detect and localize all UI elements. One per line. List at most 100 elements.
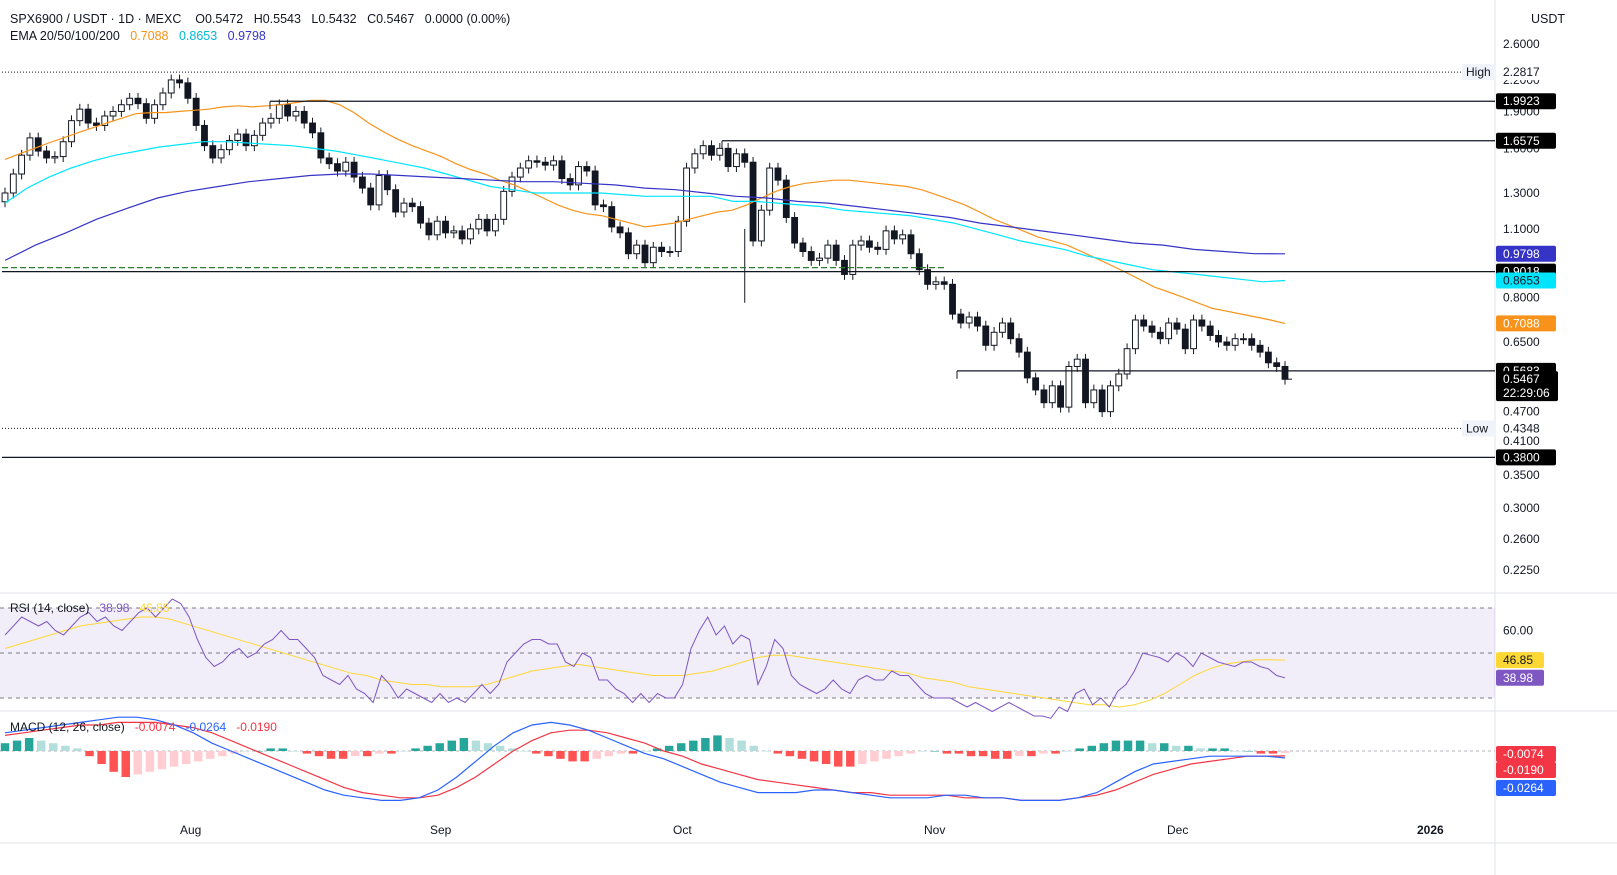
candle-body <box>226 139 233 151</box>
macd-hist-bar <box>894 751 903 757</box>
candle-body <box>816 257 823 261</box>
candle-body <box>957 313 965 324</box>
candle-body <box>325 157 333 165</box>
rsi-badge <box>1496 652 1544 669</box>
low-value: L0.5432 <box>311 12 357 26</box>
candle-body <box>1073 358 1081 367</box>
candle-body <box>525 160 533 169</box>
candle-body <box>76 108 84 122</box>
ema-legend[interactable]: EMA 20/50/100/200 0.7088 0.8653 0.9798 <box>10 29 266 43</box>
candle-body <box>1 192 9 203</box>
currency-label[interactable]: USDT <box>1530 12 1565 26</box>
candle-body <box>117 104 125 112</box>
macd-legend[interactable]: MACD (12, 26, close) -0.0074 -0.0264 -0.… <box>10 720 277 734</box>
candle-body <box>1190 319 1197 350</box>
candle-body <box>608 206 616 228</box>
macd-hist-bar <box>1244 751 1253 752</box>
level-note-label: Low <box>1466 421 1488 435</box>
macd-hist-bar <box>954 751 964 754</box>
macd-label: MACD (12, 26, close) <box>10 720 125 734</box>
x-tick-label: 2026 <box>1417 823 1444 837</box>
macd-badge-label: -0.0264 <box>1503 781 1544 795</box>
candle-body <box>915 253 923 271</box>
candle-body <box>807 251 815 261</box>
macd-hist-bar <box>61 745 70 751</box>
candle-body <box>666 251 674 254</box>
candle-body <box>442 220 449 234</box>
macd-hist-bar <box>568 751 577 762</box>
macd-hist-bar <box>930 751 940 752</box>
candle-body <box>267 117 275 124</box>
candle-body <box>358 176 366 189</box>
candle-body <box>483 218 491 232</box>
candle-body <box>733 153 740 168</box>
candle-body <box>217 149 225 159</box>
candle-body <box>192 97 200 126</box>
candle-body <box>566 178 574 186</box>
rsi-badge-label: 38.98 <box>1503 671 1533 685</box>
macd-hist-bar <box>809 751 819 762</box>
candle-body <box>1098 389 1106 413</box>
macd-hist-bar <box>1015 751 1024 757</box>
rsi-tick-label: 60.00 <box>1503 624 1533 638</box>
candle-body <box>633 244 641 255</box>
macd-hist-bar <box>290 751 300 752</box>
candle-body <box>1082 358 1089 404</box>
macd-hist-bar <box>1027 751 1036 757</box>
macd-hist-bar <box>882 751 891 759</box>
macd-hist-bar <box>181 751 191 764</box>
ema-badge <box>1496 315 1556 332</box>
rsi-line <box>4 598 1286 719</box>
macd-hist-bar <box>206 751 215 759</box>
candle-body <box>300 110 308 124</box>
ema50-value: 0.8653 <box>178 29 218 43</box>
candle-body <box>1140 319 1148 327</box>
y-tick-label: 0.3000 <box>1503 501 1540 515</box>
candle-body <box>1156 331 1164 340</box>
macd-hist-bar <box>1003 751 1012 759</box>
macd-hist-bar <box>254 751 263 752</box>
macd-hist-bar <box>145 751 155 772</box>
macd-hist-bar <box>1111 740 1121 751</box>
candle-body <box>1173 322 1181 330</box>
candle-body <box>1023 351 1031 379</box>
macd-hist-bar <box>761 751 770 752</box>
candle-body <box>1273 362 1281 367</box>
candle-body <box>234 133 242 141</box>
ema-badge <box>1496 272 1556 289</box>
y-tick-label: 0.2250 <box>1503 563 1540 577</box>
candle-body <box>1240 338 1247 341</box>
candle-body <box>26 137 34 156</box>
ema100-value: 0.9798 <box>227 29 266 43</box>
macd-hist-bar <box>785 751 795 757</box>
macd-hist-bar <box>1123 740 1133 751</box>
macd-hist-bar <box>592 751 601 759</box>
macd-hist-bar <box>133 751 143 775</box>
candle-body <box>259 122 267 136</box>
macd-hist-bar <box>604 751 613 757</box>
macd-hist-bar <box>616 751 626 754</box>
candle-body <box>408 202 416 208</box>
candle-body <box>250 134 258 147</box>
macd-line <box>4 716 1286 802</box>
rsi-legend[interactable]: RSI (14, close) 38.98 46.85 <box>10 601 169 615</box>
candle-body <box>699 145 707 155</box>
rsi-label: RSI (14, close) <box>10 601 90 615</box>
macd-hist-bar <box>942 751 952 754</box>
candle-body <box>757 209 765 242</box>
candle-body <box>1215 334 1222 343</box>
candle-body <box>708 145 715 156</box>
candle-body <box>1123 348 1131 375</box>
macd-hist-bar <box>532 751 541 754</box>
candle-body <box>974 316 981 327</box>
macd-hist-bar <box>1172 745 1181 751</box>
close-value: C0.5467 <box>367 12 415 26</box>
candle-body <box>516 167 524 178</box>
candle-body <box>799 242 807 253</box>
macd-hist-bar <box>242 751 251 752</box>
candle-body <box>109 110 117 117</box>
candle-body <box>949 283 956 315</box>
candle-body <box>292 110 300 117</box>
rsi-badge-label: 46.85 <box>1503 653 1533 667</box>
